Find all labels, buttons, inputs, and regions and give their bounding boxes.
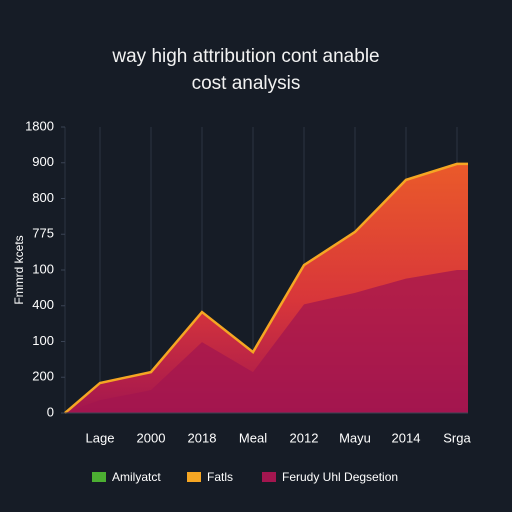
x-tick-label: 2018 <box>188 430 217 445</box>
legend-label: Ferudy Uhl Degsetion <box>282 470 398 484</box>
x-tick-label: Srga <box>443 430 471 445</box>
y-tick-label: 100 <box>32 261 54 276</box>
y-tick-label: 200 <box>32 369 54 384</box>
y-tick-label: 900 <box>32 154 54 169</box>
area-outline <box>64 162 468 414</box>
y-tick-label: 100 <box>32 333 54 348</box>
area <box>65 270 468 413</box>
y-tick-label: 775 <box>32 226 54 241</box>
y-tick-label: 0 <box>47 404 54 419</box>
legend-swatch <box>262 472 276 482</box>
y-tick-label: 1800 <box>25 118 54 133</box>
legend-label: Fatls <box>207 470 233 484</box>
x-tick-label: 2000 <box>137 430 166 445</box>
x-tick-label: Lage <box>86 430 115 445</box>
y-axis-label: Fmmrd kcets <box>12 235 26 304</box>
x-tick-label: Mayu <box>339 430 371 445</box>
chart-title: way high attribution cont anable <box>111 46 379 67</box>
legend-swatch <box>187 472 201 482</box>
y-tick-label: 400 <box>32 297 54 312</box>
legend-swatch <box>92 472 106 482</box>
legend-label: Amilyatct <box>112 470 161 484</box>
x-tick-label: Meal <box>239 430 267 445</box>
y-tick-label: 800 <box>32 190 54 205</box>
x-tick-label: 2012 <box>290 430 319 445</box>
chart-subtitle: cost analysis <box>192 73 301 94</box>
x-tick-label: 2014 <box>392 430 421 445</box>
